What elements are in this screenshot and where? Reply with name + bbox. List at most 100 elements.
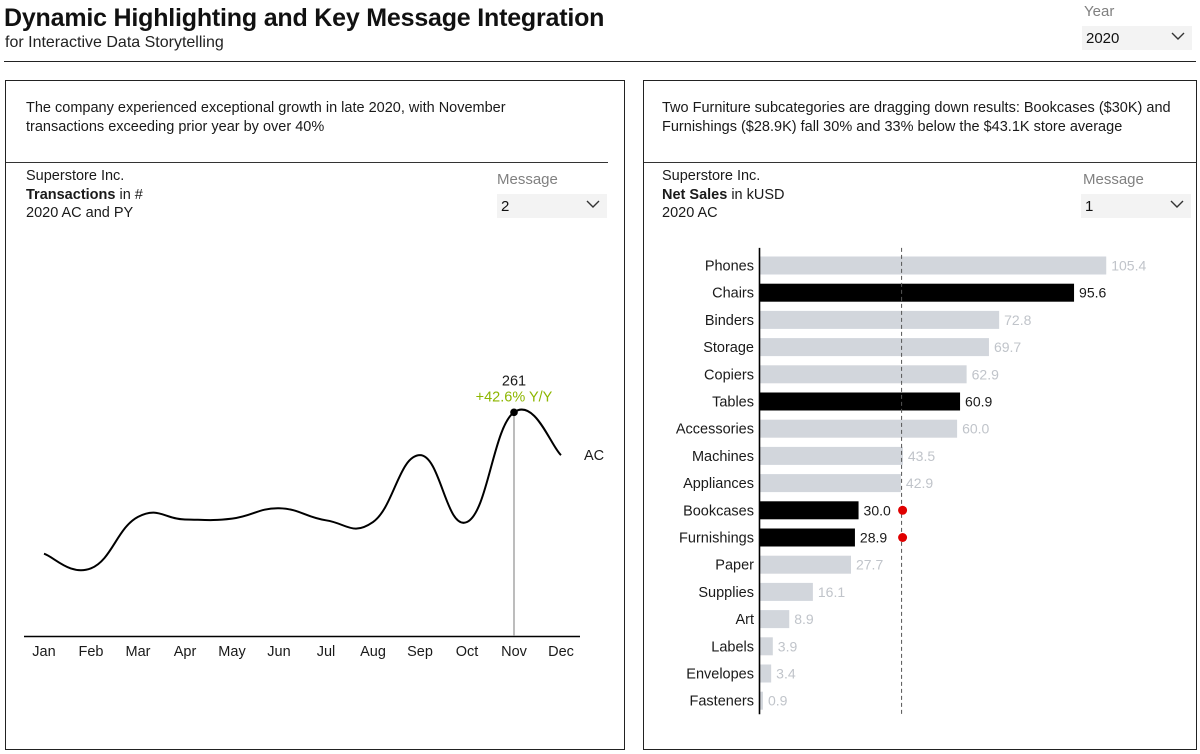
x-tick-label: Sep [407,644,433,660]
value-label: 28.9 [860,530,887,546]
transactions-panel: The company experienced exceptional grow… [5,80,625,750]
transactions-line-chart: Jan Feb Mar Apr May Jun Jul Aug Sep Oct Nov Dec 261+… [24,373,604,660]
panel-divider-right [644,162,1196,163]
chevron-down-icon [1171,32,1185,40]
company-name: Superstore Inc. [662,168,761,184]
bar [760,501,859,520]
company-name: Superstore Inc. [26,168,125,184]
category-label: Binders [705,313,754,329]
message-dropdown-value-right: 1 [1085,198,1094,215]
below-average-flag [898,505,908,515]
x-tick-label: Dec [548,644,574,660]
below-average-flag [898,533,908,542]
bar [760,446,903,465]
value-label: 43.5 [908,448,935,464]
category-label: Appliances [683,476,754,492]
message-dropdown-label-right: Message [1083,171,1144,188]
x-tick-label: Jan [32,644,55,660]
value-label: 60.0 [962,421,989,437]
category-label: Storage [703,340,754,356]
measure-line: Transactions in # [26,186,143,205]
highlight-delta-label: +42.6% Y/Y [476,389,553,405]
value-label: 27.7 [856,557,883,573]
value-label: 3.9 [778,638,798,654]
category-label: Fasteners [690,694,754,710]
x-tick-label: Mar [126,644,151,660]
highlight-point [510,408,518,417]
value-label: 105.4 [1111,258,1146,274]
value-label: 0.9 [768,693,788,709]
chart-context-left: Superstore Inc. Transactions in # 2020 A… [26,167,143,223]
category-label: Supplies [698,585,754,601]
x-tick-label: Oct [456,644,479,660]
measure-name: Transactions [26,186,116,203]
x-tick-label: May [218,644,246,660]
page-subtitle: for Interactive Data Storytelling [5,34,224,51]
year-dropdown[interactable]: 2020 [1082,26,1192,50]
category-label: Tables [712,395,754,411]
value-label: 72.8 [1004,312,1031,328]
message-dropdown-left[interactable]: 2 [497,194,607,218]
message-dropdown-right[interactable]: 1 [1081,194,1191,218]
category-label: Art [735,612,754,628]
series-line-ac [43,408,562,572]
value-label: 42.9 [906,475,933,491]
bar [760,474,901,493]
category-label: Paper [715,558,754,574]
bar [760,419,958,438]
key-message-right: Two Furniture subcategories are dragging… [662,100,1171,135]
net-sales-bar-chart: Phones 105.4 Chairs 95.6 Binders 72.8 Storage 6… [676,247,1146,715]
value-label: 62.9 [972,366,999,382]
x-tick-label: Jul [317,644,336,660]
category-label: Accessories [676,422,754,438]
bar [760,365,967,384]
value-label: 95.6 [1079,285,1106,301]
x-tick-label: Feb [79,644,104,660]
category-label: Chairs [712,286,754,302]
category-label: Phones [705,259,754,275]
x-tick-label: Jun [267,644,290,660]
value-label: 60.9 [965,394,992,410]
key-message-left: The company experienced exceptional grow… [26,100,506,135]
year-dropdown-label: Year [1084,3,1115,20]
year-dropdown-value: 2020 [1086,30,1120,47]
value-label: 3.4 [776,666,796,682]
measure-unit: in # [119,186,143,203]
bar [760,582,813,601]
category-label: Copiers [704,367,754,383]
value-label: 30.0 [864,502,891,518]
bar [760,555,851,574]
value-label: 16.1 [818,584,845,600]
bar [760,528,855,547]
bar [760,338,989,357]
chart-context-right: Superstore Inc. Net Sales in kUSD 2020 A… [662,167,785,223]
measure-name: Net Sales [662,186,728,203]
category-label: Labels [711,639,754,655]
measure-unit: in kUSD [731,186,785,203]
bar [760,610,790,629]
category-label: Machines [692,449,754,465]
bar [760,664,772,683]
net-sales-panel: Two Furniture subcategories are dragging… [643,80,1197,750]
bar [760,691,763,710]
page-title: Dynamic Highlighting and Key Message Int… [4,4,605,32]
chevron-down-icon [1170,200,1184,208]
message-dropdown-label-left: Message [497,171,558,188]
scenario: 2020 AC and PY [26,205,134,221]
bar [760,310,1000,329]
bar [760,256,1107,275]
value-label: 8.9 [794,611,814,627]
x-tick-label: Apr [174,644,197,660]
message-dropdown-value-left: 2 [501,198,510,215]
bar [760,283,1075,302]
category-label: Bookcases [683,503,754,519]
header-divider [4,61,1196,62]
series-label-ac: AC [584,448,604,464]
chevron-down-icon [586,200,600,208]
x-tick-label: Nov [501,644,528,660]
category-label: Envelopes [686,667,754,683]
scenario: 2020 AC [662,205,718,221]
bar [760,392,961,411]
measure-line: Net Sales in kUSD [662,186,785,205]
bar [760,637,773,656]
